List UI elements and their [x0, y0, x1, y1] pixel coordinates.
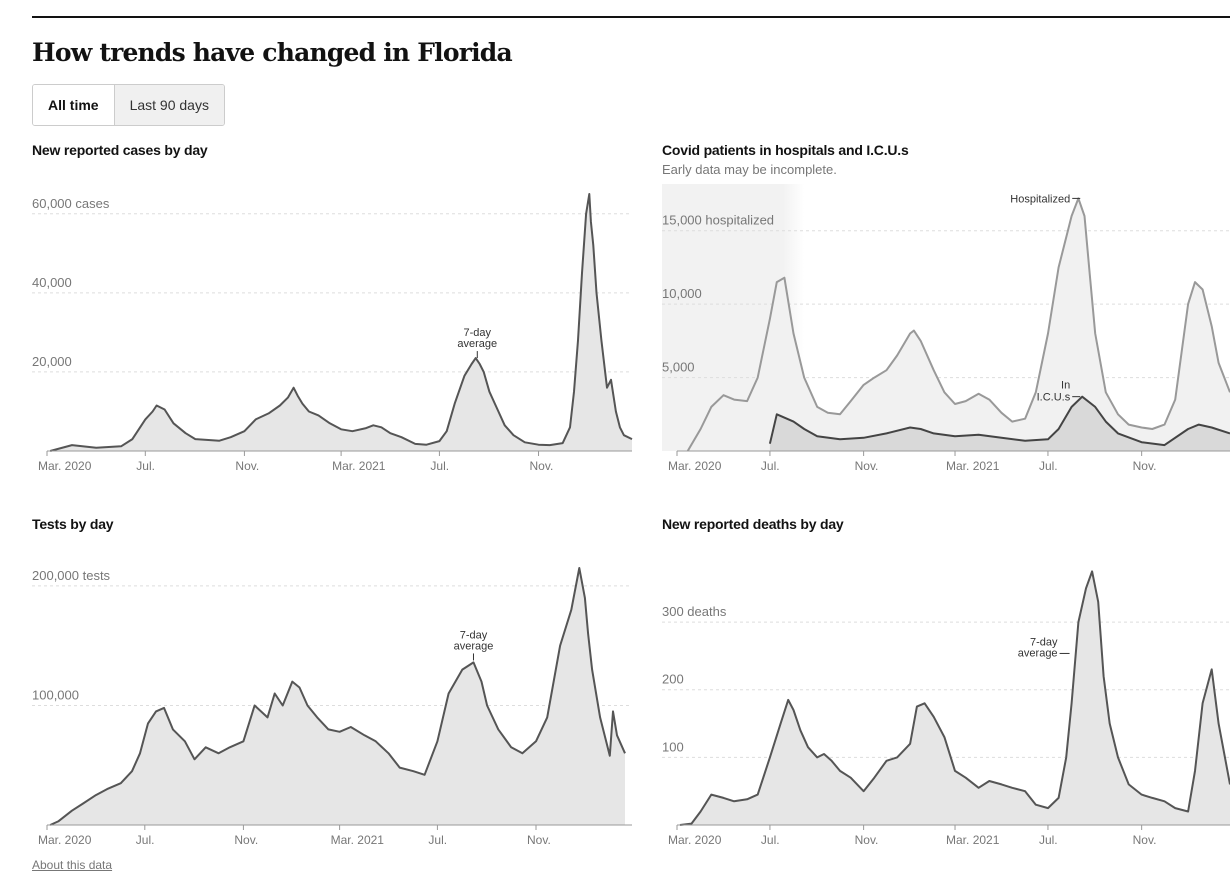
cases-chart: 20,000 40,000 60,000 cases Mar. 2020 Jul. Nov…	[32, 193, 633, 473]
x-tick-label: Jul.	[428, 833, 447, 847]
series-line	[679, 570, 1230, 826]
series-area	[50, 568, 625, 825]
annotation-label: average	[457, 338, 497, 350]
series-label: I.C.U.s	[1037, 392, 1071, 404]
x-tick-label: Jul.	[1039, 459, 1058, 473]
series-area	[769, 396, 1230, 451]
series-area	[680, 571, 1230, 825]
last-90-days-button[interactable]: Last 90 days	[114, 85, 224, 125]
annotation-label: 7-day	[460, 629, 488, 641]
x-tick-label: Mar. 2020	[38, 459, 92, 473]
deaths-chart-title: New reported deaths by day	[662, 516, 844, 532]
x-tick-label: Nov.	[527, 833, 551, 847]
tests-chart: 100,000 200,000 tests Mar. 2020 Jul. Nov. Mar…	[32, 567, 632, 847]
x-tick-label: Nov.	[234, 833, 258, 847]
top-rule	[32, 16, 1230, 18]
cases-panel: New reported cases by day 20,000 40,000 60…	[32, 142, 633, 482]
x-tick-label: Mar. 2020	[668, 833, 722, 847]
annotation-label: average	[454, 640, 494, 652]
x-tick-label: Mar. 2020	[38, 833, 92, 847]
all-time-button[interactable]: All time	[33, 85, 115, 125]
x-tick-label: Jul.	[430, 459, 449, 473]
about-data-link[interactable]: About this data	[32, 858, 113, 872]
series-label: In	[1061, 380, 1070, 392]
series-label: Hospitalized	[1010, 193, 1070, 205]
x-tick-label: Nov.	[530, 459, 554, 473]
series-line	[686, 197, 1230, 452]
annotation-label: 7-day	[1030, 636, 1058, 648]
y-tick-label: 40,000	[32, 275, 72, 290]
x-tick-label: Jul.	[136, 833, 155, 847]
x-tick-label: Mar. 2020	[668, 459, 722, 473]
y-tick-label: 20,000	[32, 354, 72, 369]
y-tick-label: 200	[662, 672, 684, 687]
x-tick-label: Nov.	[1133, 833, 1157, 847]
series-line	[768, 395, 1230, 447]
time-range-toggle: All time Last 90 days	[32, 84, 225, 126]
x-tick-label: Mar. 2021	[332, 459, 386, 473]
deaths-panel: New reported deaths by day 100 200 300 dea…	[662, 516, 1230, 856]
annotation-label: 7-day	[464, 327, 492, 339]
x-tick-label: Mar. 2021	[331, 833, 385, 847]
x-tick-label: Jul.	[136, 459, 155, 473]
y-tick-label: 15,000 hospitalized	[662, 213, 774, 228]
x-tick-label: Mar. 2021	[946, 459, 1000, 473]
hospital-chart-subtitle: Early data may be incomplete.	[662, 162, 837, 177]
y-tick-label: 100,000	[32, 687, 79, 702]
x-tick-label: Mar. 2021	[946, 833, 1000, 847]
y-tick-label: 10,000	[662, 286, 702, 301]
x-tick-label: Jul.	[1039, 833, 1058, 847]
tests-panel: Tests by day 100,000 200,000 tests Mar. 20…	[32, 516, 632, 856]
y-tick-label: 5,000	[662, 360, 695, 375]
x-tick-label: Jul.	[761, 833, 780, 847]
cases-chart-title: New reported cases by day	[32, 142, 208, 158]
series-line	[49, 193, 633, 452]
y-tick-label: 60,000 cases	[32, 196, 110, 211]
hospital-panel: Covid patients in hospitals and I.C.U.s …	[662, 142, 1230, 482]
x-tick-label: Nov.	[1133, 459, 1157, 473]
x-tick-label: Nov.	[855, 459, 879, 473]
hospital-chart: 5,000 10,000 15,000 hospitalized Mar. 2020 J…	[662, 184, 1230, 473]
x-tick-label: Jul.	[761, 459, 780, 473]
y-tick-label: 100	[662, 739, 684, 754]
annotation-label: average	[1018, 647, 1058, 659]
y-tick-label: 200,000 tests	[32, 568, 111, 583]
tests-chart-title: Tests by day	[32, 516, 114, 532]
x-tick-label: Nov.	[235, 459, 259, 473]
deaths-chart: 100 200 300 deaths Mar. 2020 Jul. Nov. Mar. 20…	[662, 570, 1230, 847]
page-title: How trends have changed in Florida	[32, 38, 513, 67]
series-line	[49, 567, 626, 826]
y-tick-label: 300 deaths	[662, 604, 727, 619]
x-tick-label: Nov.	[855, 833, 879, 847]
series-area	[50, 194, 632, 451]
series-area	[687, 198, 1230, 451]
hospital-chart-title: Covid patients in hospitals and I.C.U.s	[662, 142, 909, 158]
